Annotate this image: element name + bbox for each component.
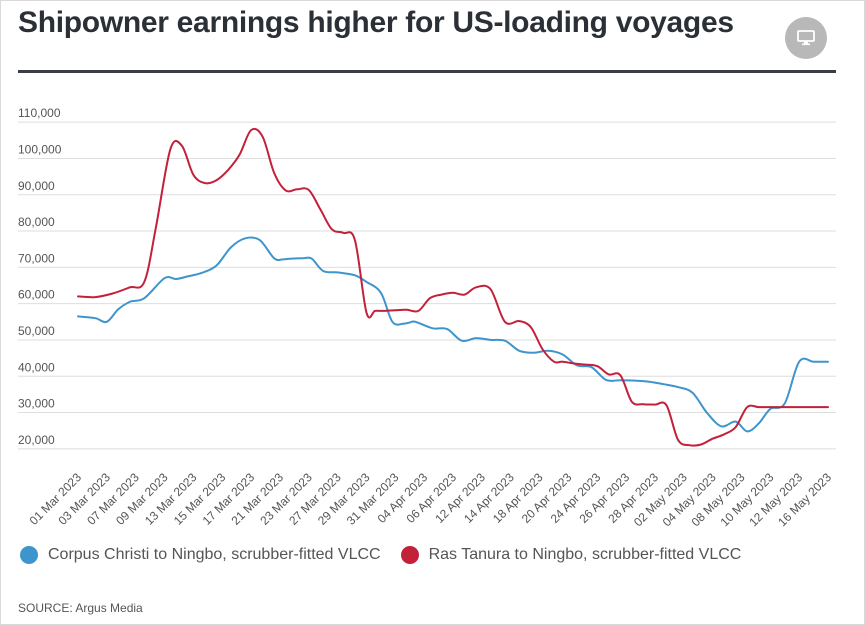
- legend-label-ras-tanura: Ras Tanura to Ningbo, scrubber-fitted VL…: [428, 546, 742, 563]
- series-line-corpus-christi: [77, 236, 829, 433]
- y-tick-label: 40,000: [18, 360, 55, 374]
- series-lines: [77, 127, 829, 447]
- series-line-ras-tanura: [77, 127, 829, 447]
- y-tick-label: 80,000: [18, 215, 55, 229]
- title-divider: [18, 70, 836, 73]
- y-tick-label: 50,000: [18, 324, 55, 338]
- legend-swatch-ras-tanura: [400, 546, 419, 564]
- y-tick-label: 30,000: [18, 397, 55, 411]
- monitor-icon: [797, 30, 815, 46]
- y-tick-label: 20,000: [18, 433, 55, 447]
- y-tick-label: 60,000: [18, 288, 55, 302]
- y-tick-label: 100,000: [18, 142, 62, 156]
- y-axis: 20,000 30,000 40,000 50,000 60,000 70,000 80,0…: [18, 106, 62, 447]
- y-tick-label: 90,000: [18, 179, 55, 193]
- source-note: SOURCE: Argus Media: [18, 601, 143, 615]
- device-view-button[interactable]: [785, 17, 827, 59]
- y-tick-label: 70,000: [18, 251, 55, 265]
- legend-label-corpus-christi: Corpus Christi to Ningbo, scrubber-fitte…: [48, 546, 381, 563]
- legend: Corpus Christi to Ningbo, scrubber-fitte…: [20, 546, 761, 564]
- legend-swatch-corpus-christi: [20, 546, 38, 564]
- legend-item-corpus-christi[interactable]: Corpus Christi to Ningbo, scrubber-fitte…: [20, 546, 381, 564]
- y-tick-label: 110,000: [18, 106, 61, 120]
- page-title: Shipowner earnings higher for US-loading…: [18, 6, 734, 39]
- legend-item-ras-tanura[interactable]: Ras Tanura to Ningbo, scrubber-fitted VL…: [400, 546, 742, 564]
- grid-lines: [18, 121, 836, 450]
